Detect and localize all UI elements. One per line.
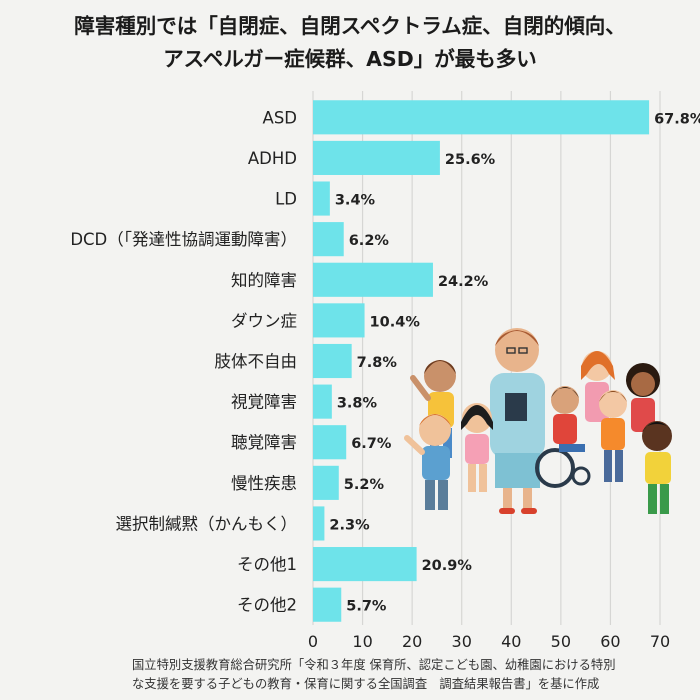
- bar-11: [313, 547, 417, 582]
- x-tick-label-7: 70: [650, 632, 670, 651]
- x-tick-label-3: 30: [452, 632, 472, 651]
- chart-title-line-1: 障害種別では「自閉症、自閉スペクトラム症、自閉的傾向、: [74, 14, 626, 38]
- bar-5: [313, 303, 365, 338]
- bar-9: [313, 465, 339, 500]
- child-figure-girl-pink: [461, 403, 493, 492]
- category-label-9: 慢性疾患: [231, 473, 297, 493]
- bar-1: [313, 140, 440, 175]
- category-label-3: DCD（「発達性協調運動障害）: [70, 230, 297, 249]
- value-label-1: 25.6%: [445, 152, 496, 168]
- value-label-12: 5.7%: [346, 599, 387, 615]
- category-label-6: 肢体不自由: [215, 352, 298, 371]
- category-label-12: その他2: [237, 596, 297, 615]
- category-label-8: 聴覚障害: [231, 433, 297, 452]
- category-label-1: ADHD: [248, 149, 297, 168]
- category-label-0: ASD: [263, 108, 297, 127]
- source-line-2: な支援を要する子どもの教育・保育に関する全国調査 調査結果報告書」を基に作成: [132, 677, 600, 691]
- child-figure-boy-green: [642, 421, 672, 514]
- bar-0: [313, 100, 650, 135]
- bar-7: [313, 384, 332, 419]
- x-tick-label-5: 50: [551, 632, 571, 651]
- category-label-2: LD: [275, 190, 297, 209]
- x-tick-label-4: 40: [501, 632, 521, 651]
- category-label-10: 選択制緘黙（かんもく）: [116, 514, 298, 533]
- bars: [313, 100, 650, 622]
- value-label-4: 24.2%: [438, 274, 489, 290]
- x-tick-label-6: 60: [600, 632, 620, 651]
- child-figure-orange-shirt: [599, 390, 627, 482]
- value-label-5: 10.4%: [370, 314, 421, 330]
- teacher-figure: [490, 328, 545, 514]
- child-figure-wheelchair: [535, 386, 591, 488]
- bar-8: [313, 425, 347, 460]
- chart-title: 障害種別では「自閉症、自閉スペクトラム症、自閉的傾向、 アスペルガー症候群、AS…: [0, 10, 700, 76]
- bar-12: [313, 587, 342, 622]
- x-tick-label-2: 20: [402, 632, 422, 651]
- value-label-3: 6.2%: [349, 233, 390, 249]
- x-tick-label-1: 10: [352, 632, 372, 651]
- value-label-9: 5.2%: [344, 477, 385, 493]
- value-label-10: 2.3%: [329, 517, 370, 533]
- bar-10: [313, 506, 325, 541]
- category-label-4: 知的障害: [231, 271, 297, 290]
- bar-3: [313, 222, 344, 257]
- bar-6: [313, 343, 352, 379]
- value-labels: 67.8% 25.6% 3.4% 6.2% 24.2% 10.4% 7.8% 3.8% 6.7%…: [329, 111, 700, 614]
- source-note: 国立特別支援教育総合研究所「令和３年度 保育所、認定こども園、幼稚園における特別…: [132, 656, 692, 694]
- category-label-7: 視覚障害: [231, 393, 297, 412]
- children-illustration: [404, 328, 672, 514]
- category-label-5: ダウン症: [231, 311, 297, 330]
- value-label-7: 3.8%: [337, 396, 378, 412]
- chart-title-line-2: アスペルガー症候群、ASD」が最も多い: [163, 47, 537, 71]
- category-label-11: その他1: [237, 555, 297, 574]
- x-tick-labels: 0 10 20 30 40 50 60 70: [308, 632, 670, 651]
- grid-lines: [312, 91, 661, 625]
- child-figure-boy-blue: [404, 414, 451, 510]
- bar-4: [313, 262, 433, 297]
- source-line-1: 国立特別支援教育総合研究所「令和３年度 保育所、認定こども園、幼稚園における特別: [132, 658, 616, 672]
- x-tick-label-0: 0: [308, 632, 318, 651]
- value-label-2: 3.4%: [335, 193, 376, 209]
- bar-2: [313, 181, 330, 216]
- value-label-8: 6.7%: [351, 436, 392, 452]
- value-label-6: 7.8%: [357, 355, 398, 371]
- value-label-0: 67.8%: [654, 111, 700, 127]
- category-labels: ASD ADHD LD DCD（「発達性協調運動障害） 知的障害ダウン症肢体不自由視覚障…: [70, 108, 297, 614]
- value-label-11: 20.9%: [422, 558, 473, 574]
